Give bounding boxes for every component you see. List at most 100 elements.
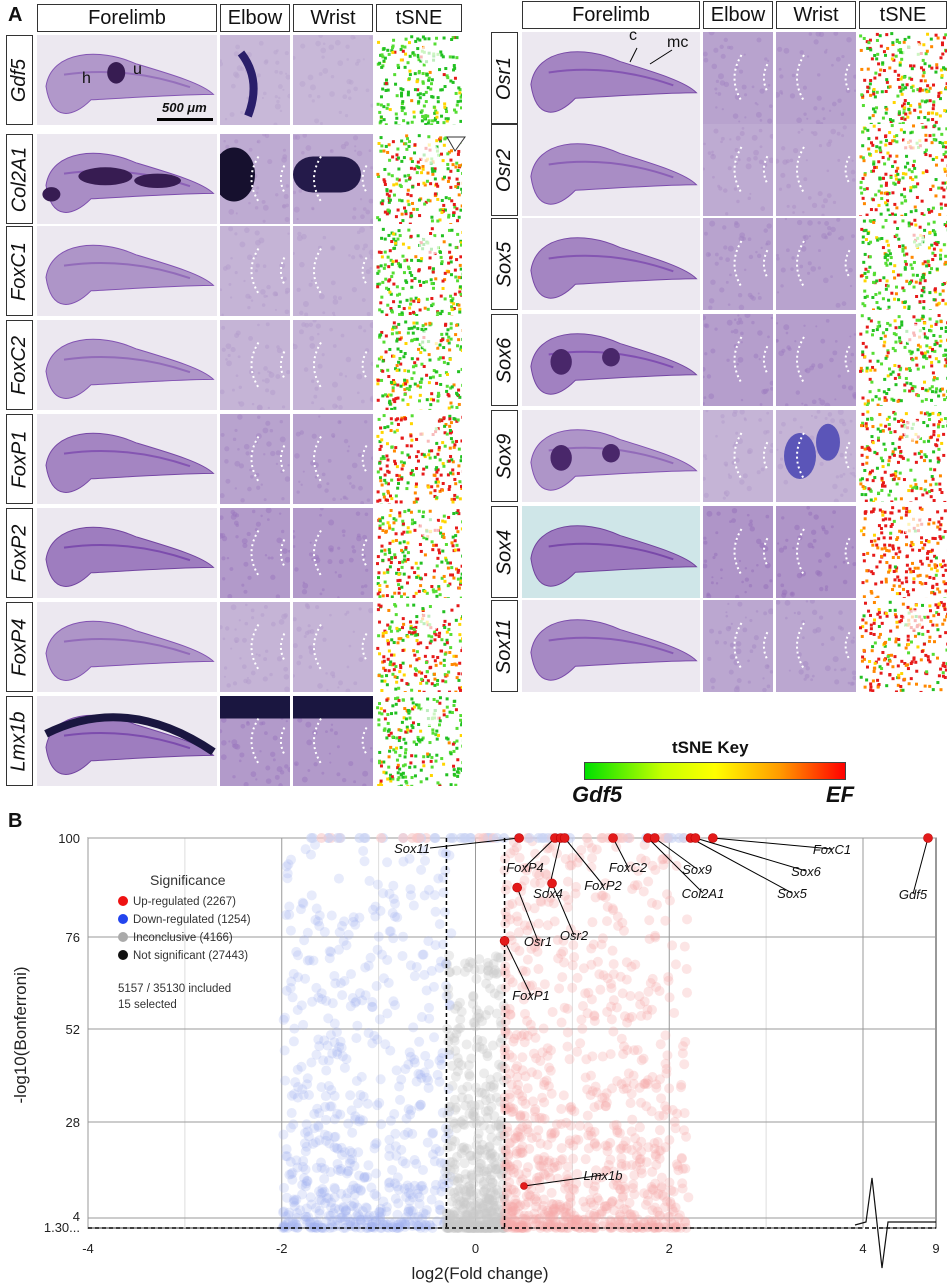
col2a1-elbow-image (220, 134, 290, 224)
x-axis-title: log2(Fold change) (411, 1264, 548, 1283)
legend-item-label: Down-regulated (1254) (133, 914, 251, 926)
point-label: Sox5 (777, 886, 807, 901)
y-tick-label: 52 (66, 1022, 80, 1037)
foxp1-tsne-image (376, 414, 462, 504)
foxc2-forelimb-image (37, 320, 217, 410)
highlighted-point (649, 833, 660, 843)
scale-bar (157, 118, 213, 121)
foxp1-elbow-image (220, 414, 290, 504)
gene-label-foxc1: FoxC1 (6, 226, 33, 316)
callout-line (564, 837, 604, 886)
y-tick-label: 1.30... (44, 1220, 80, 1235)
point-label: FoxP1 (512, 988, 550, 1003)
foxp1-wrist-image (293, 414, 373, 504)
point-label: Sox11 (394, 841, 430, 856)
right-header-elbow: Elbow (703, 1, 773, 29)
left-header-wrist: Wrist (293, 4, 373, 32)
osr2-tsne-image (859, 124, 947, 216)
right-header-wrist: Wrist (776, 1, 856, 29)
legend-note-included: 5157 / 35130 included (118, 983, 231, 995)
gene-name: FoxP4 (8, 618, 30, 676)
highlighted-point (559, 833, 570, 843)
callout-line (516, 887, 539, 942)
sox5-tsne-image (859, 218, 947, 310)
lmx1b-wrist-image (293, 696, 373, 786)
y-tick-label: 76 (66, 930, 80, 945)
callout-line (647, 837, 704, 894)
sox11-forelimb-image (522, 600, 700, 692)
callout-line (690, 837, 793, 894)
y-tick-label: 100 (58, 831, 80, 846)
callout-line (524, 837, 556, 868)
osr2-forelimb-image (522, 124, 700, 216)
gdf5-elbow-image (220, 35, 290, 125)
x-tick-label: 0 (472, 1241, 479, 1256)
gene-name: Sox11 (493, 618, 516, 674)
panel-a-letter: A (8, 4, 23, 26)
point-label: Osr2 (560, 928, 589, 943)
foxp2-elbow-image (220, 508, 290, 598)
legend-swatch (118, 950, 128, 960)
point-label: Sox4 (533, 886, 563, 901)
sox4-wrist-image (776, 506, 856, 598)
gene-label-col2a1: Col2A1 (6, 134, 33, 224)
gene-name: FoxP2 (8, 524, 30, 582)
point-label: Lmx1b (583, 1168, 622, 1183)
highlighted-point (499, 936, 510, 946)
gene-name: Col2A1 (8, 146, 31, 212)
gene-label-sox4: Sox4 (491, 506, 518, 598)
gene-label-gdf5: Gdf5 (6, 35, 33, 125)
left-header-forelimb: Forelimb (37, 4, 217, 32)
gene-label-sox5: Sox5 (491, 218, 518, 310)
gene-name: Osr2 (493, 148, 515, 192)
carpal-annotation: c (629, 27, 637, 44)
gene-label-sox6: Sox6 (491, 314, 518, 406)
callout-line (912, 837, 929, 895)
osr1-wrist-image (776, 32, 856, 124)
legend-swatch (118, 914, 128, 924)
foxc1-tsne-image (376, 226, 462, 316)
gdf5-wrist-image (293, 35, 373, 125)
sox9-elbow-image (703, 410, 773, 502)
legend-swatch (118, 932, 128, 942)
col2a1-tsne-image (376, 134, 462, 224)
sox11-tsne-image (859, 600, 947, 692)
y-tick-label: 28 (66, 1115, 80, 1130)
x-tick-label: 9 (932, 1241, 939, 1256)
sox6-forelimb-image (522, 314, 700, 406)
callout-line (429, 837, 520, 849)
right-header-tsne: tSNE (859, 1, 947, 29)
foxc1-elbow-image (220, 226, 290, 316)
highlighted-point (608, 833, 618, 843)
point-label: FoxC2 (609, 860, 648, 875)
foxp4-forelimb-image (37, 602, 217, 692)
sox9-wrist-image (776, 410, 856, 502)
point-label: Gdf5 (899, 887, 928, 902)
gene-label-foxp4: FoxP4 (6, 602, 33, 692)
sox6-wrist-image (776, 314, 856, 406)
gene-label-foxc2: FoxC2 (6, 320, 33, 410)
x-tick-label: 4 (859, 1241, 866, 1256)
x-tick-label: -2 (276, 1241, 288, 1256)
highlighted-point (708, 833, 718, 843)
gene-name: Sox5 (493, 241, 515, 287)
callout-line (612, 837, 629, 868)
x-tick-label: 2 (666, 1241, 673, 1256)
sox5-forelimb-image (522, 218, 700, 310)
col2a1-forelimb-image (37, 134, 217, 224)
osr2-wrist-image (776, 124, 856, 216)
lmx1b-elbow-image (220, 696, 290, 786)
foxp2-forelimb-image (37, 508, 217, 598)
sox9-forelimb-image (522, 410, 700, 502)
lmx1b-tsne-image (376, 696, 462, 786)
legend-title: Significance (150, 872, 226, 888)
gene-name: Sox9 (493, 433, 515, 479)
panel-b-letter: B (8, 810, 23, 832)
volcano-plot: Sox11 FoxP4 Sox4 FoxP2 FoxC2 Col2A1 Sox9 Sox5 So… (11, 831, 940, 1283)
point-label: Osr1 (524, 934, 552, 949)
foxp4-elbow-image (220, 602, 290, 692)
gene-label-osr2: Osr2 (491, 124, 518, 216)
highlighted-point (520, 1182, 528, 1190)
gene-name: Lmx1b (8, 710, 30, 772)
gene-name: FoxP1 (8, 430, 30, 488)
